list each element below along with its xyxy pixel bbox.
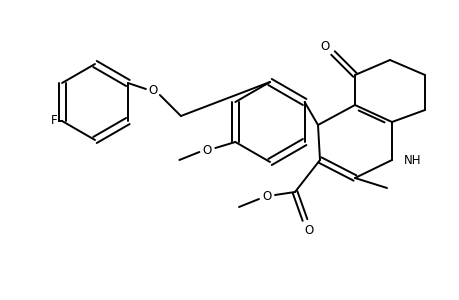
Text: O: O	[304, 224, 313, 236]
Text: O: O	[319, 40, 329, 53]
Text: O: O	[262, 190, 271, 203]
Text: O: O	[202, 143, 212, 157]
Text: NH: NH	[403, 154, 420, 166]
Text: F: F	[50, 115, 57, 128]
Text: O: O	[148, 85, 157, 98]
